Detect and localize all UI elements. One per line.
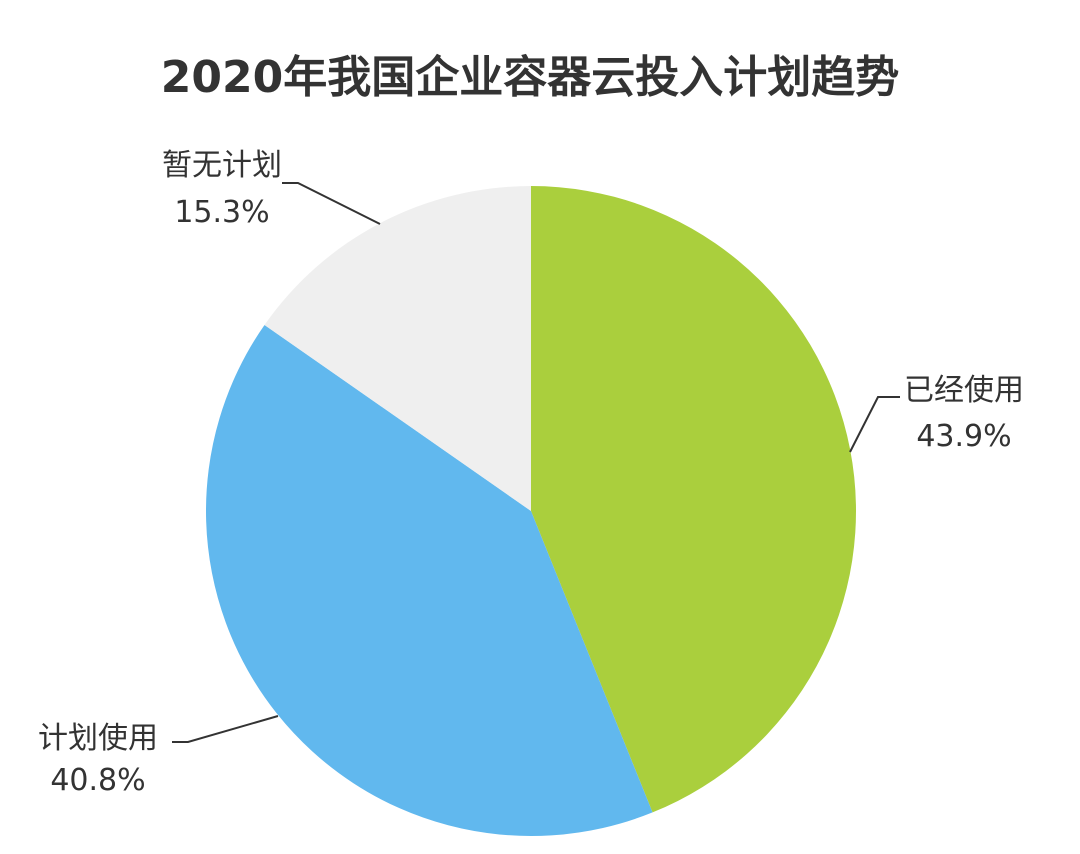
slice-value-2: 40.8% [50,763,145,798]
pie-labels: 已经使用 43.9% 计划使用 40.8% 暂无计划 15.3% [38,148,1024,798]
slice-value-3: 15.3% [174,195,269,230]
pie-slice-3 [264,186,531,511]
slice-label-2: 计划使用 [38,721,158,756]
slice-value-1: 43.9% [916,419,1011,454]
chart-title: 2020年我国企业容器云投入计划趋势 [161,52,899,103]
leader-line-3 [282,182,381,225]
leader-line-2 [172,715,279,743]
slice-label-1: 已经使用 [904,373,1024,408]
pie-slice-1 [531,186,856,813]
pie-slice-2 [206,324,653,836]
leader-line-1 [849,396,900,453]
slice-label-3: 暂无计划 [162,148,282,183]
pie-slices [206,186,856,836]
